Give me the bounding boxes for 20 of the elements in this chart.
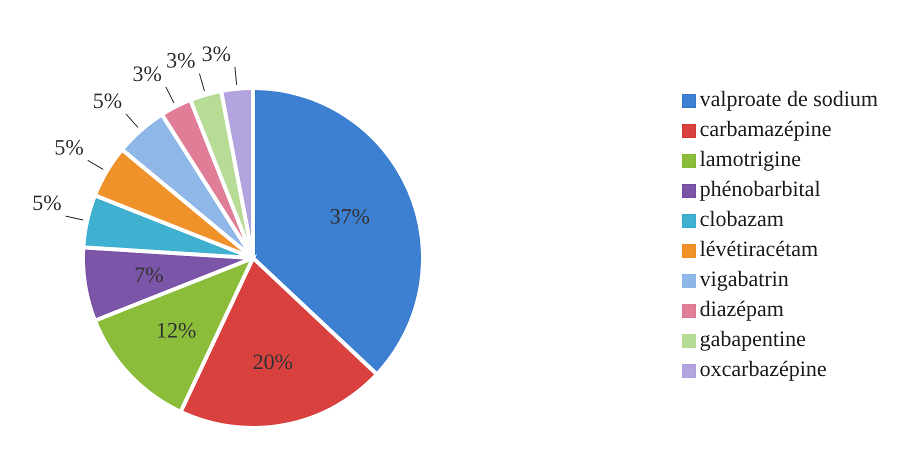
legend-label: vigabatrin	[700, 266, 789, 291]
data-label: 7%	[134, 262, 164, 287]
data-label: 5%	[32, 190, 62, 216]
data-label: 12%	[156, 318, 196, 343]
legend-label: phénobarbital	[700, 176, 821, 201]
legend-label: lamotrigine	[700, 146, 802, 171]
legend-label: oxcarbazépine	[700, 356, 827, 381]
legend-label: gabapentine	[700, 326, 806, 351]
data-label: 5%	[54, 134, 84, 160]
data-label: 5%	[92, 88, 122, 113]
legend-label: lévétiracétam	[700, 236, 818, 261]
data-label: 37%	[330, 204, 370, 229]
legend-label: clobazam	[700, 206, 784, 231]
data-label: 3%	[132, 60, 162, 86]
data-label: 3%	[202, 40, 231, 66]
data-label: 3%	[166, 48, 196, 73]
legend-label: valproate de sodium	[700, 86, 878, 111]
legend-label: diazépam	[700, 296, 784, 321]
data-label: 20%	[252, 349, 293, 374]
legend-label: carbamazépine	[700, 116, 832, 141]
